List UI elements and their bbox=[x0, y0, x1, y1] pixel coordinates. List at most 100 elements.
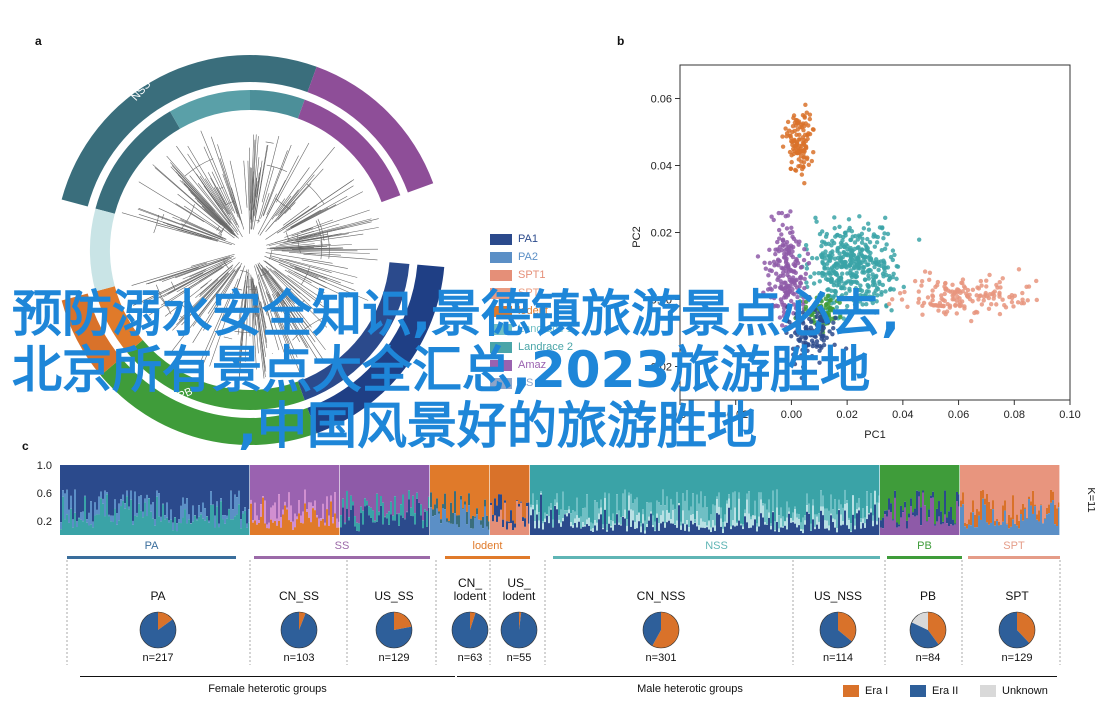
structure-bar-segment bbox=[392, 520, 394, 535]
structure-bar-segment bbox=[1034, 465, 1036, 505]
structure-bar-segment bbox=[390, 514, 392, 535]
structure-bar-segment bbox=[676, 527, 678, 535]
structure-bar-segment bbox=[312, 506, 314, 509]
structure-bar-segment bbox=[660, 505, 662, 516]
structure-bar-segment bbox=[998, 525, 1000, 535]
structure-bar-segment bbox=[602, 524, 604, 529]
structure-bar-segment bbox=[552, 465, 554, 520]
structure-bar-segment bbox=[710, 527, 712, 533]
structure-bar-segment bbox=[426, 526, 428, 535]
structure-bar-segment bbox=[902, 465, 904, 511]
structure-bar-segment bbox=[692, 493, 694, 515]
tree-branch bbox=[181, 223, 226, 241]
structure-bar-segment bbox=[670, 523, 672, 535]
pca-point-SS bbox=[792, 263, 798, 268]
structure-bar-segment bbox=[660, 515, 662, 524]
structure-bar-segment bbox=[604, 497, 606, 510]
structure-bar-segment bbox=[636, 497, 638, 516]
pca-point-NSS bbox=[895, 264, 901, 269]
pca-point-NSS bbox=[834, 305, 840, 310]
structure-bar-segment bbox=[196, 465, 198, 519]
structure-bar-segment bbox=[968, 519, 970, 525]
structure-bar-segment bbox=[1008, 528, 1010, 535]
structure-bar-segment bbox=[674, 508, 676, 525]
structure-bar-segment bbox=[136, 465, 138, 513]
structure-bar-segment bbox=[890, 503, 892, 513]
tree-branch-arc bbox=[297, 233, 301, 253]
structure-bar-segment bbox=[460, 499, 462, 535]
tree-branch bbox=[276, 292, 286, 305]
pca-point-NSS bbox=[819, 254, 825, 260]
structure-bar-segment bbox=[1056, 526, 1058, 535]
structure-bar-segment bbox=[490, 465, 492, 503]
structure-bar-segment bbox=[318, 465, 320, 519]
structure-bar-segment bbox=[754, 519, 756, 535]
structure-bar-segment bbox=[938, 516, 940, 535]
pca-point-PB bbox=[819, 299, 824, 304]
structure-bar-segment bbox=[274, 521, 276, 535]
structure-bar-segment bbox=[632, 465, 634, 504]
structure-bar-segment bbox=[740, 524, 742, 526]
pca-point-NSS bbox=[851, 298, 856, 303]
structure-bar-segment bbox=[300, 465, 302, 516]
structure-bar-segment bbox=[174, 517, 176, 535]
pca-point-lodent bbox=[796, 150, 802, 156]
structure-bar-segment bbox=[952, 465, 954, 520]
structure-bar-segment bbox=[644, 520, 646, 531]
structure-bar-segment bbox=[720, 518, 722, 527]
pca-point-NSS bbox=[831, 280, 837, 285]
tree-branch bbox=[260, 193, 270, 219]
structure-bar-segment bbox=[160, 516, 162, 522]
legend-swatch bbox=[490, 305, 512, 317]
tree-branch bbox=[192, 269, 236, 327]
pca-point-SS bbox=[782, 280, 787, 285]
tree-branch bbox=[211, 171, 240, 228]
structure-bar-segment bbox=[450, 523, 452, 535]
structure-bar-segment bbox=[426, 465, 428, 511]
structure-bar-segment bbox=[738, 492, 740, 499]
structure-bar-segment bbox=[682, 510, 684, 524]
structure-bar-segment bbox=[202, 465, 204, 503]
structure-bar-segment bbox=[1030, 505, 1032, 535]
structure-bar-segment bbox=[280, 516, 282, 528]
structure-bar-segment bbox=[700, 491, 702, 519]
structure-bar-segment bbox=[698, 503, 700, 526]
tree-branch-arc bbox=[234, 271, 237, 273]
structure-bar-segment bbox=[1034, 504, 1036, 507]
structure-bar-segment bbox=[858, 498, 860, 508]
structure-bar-segment bbox=[572, 527, 574, 535]
pca-point-NSS bbox=[835, 262, 841, 267]
pca-point-PA bbox=[794, 315, 799, 320]
pca-point-SS bbox=[777, 285, 783, 290]
structure-bar-segment bbox=[652, 515, 654, 526]
pca-point-SS bbox=[806, 261, 812, 266]
pca-point-PA bbox=[799, 353, 804, 358]
structure-bar-segment bbox=[320, 518, 322, 521]
tree-branch-arc bbox=[285, 232, 290, 241]
structure-bar-segment bbox=[306, 465, 308, 510]
structure-bar-segment bbox=[462, 465, 464, 509]
structure-bar-segment bbox=[622, 516, 624, 517]
structure-bar-segment bbox=[1036, 514, 1038, 520]
structure-bar-segment bbox=[76, 465, 78, 522]
tree-branch bbox=[258, 281, 268, 316]
structure-bar-segment bbox=[944, 514, 946, 535]
structure-bar-segment bbox=[614, 524, 616, 535]
structure-bar-segment bbox=[382, 465, 384, 503]
structure-bar-segment bbox=[80, 465, 82, 513]
structure-bar-segment bbox=[1006, 523, 1008, 525]
tree-branch-arc bbox=[320, 240, 322, 260]
structure-bar-segment bbox=[900, 517, 902, 535]
structure-bar-segment bbox=[734, 465, 736, 492]
structure-bar-segment bbox=[176, 465, 178, 524]
structure-bar-segment bbox=[1046, 507, 1048, 515]
structure-bar-segment bbox=[608, 465, 610, 494]
structure-bar-segment bbox=[460, 495, 462, 500]
structure-bar-segment bbox=[146, 465, 148, 495]
pca-point-SS bbox=[790, 229, 795, 235]
pca-point-NSS bbox=[868, 297, 874, 303]
structure-bar-segment bbox=[500, 465, 502, 495]
structure-bar-segment bbox=[706, 465, 708, 508]
pie-slice bbox=[500, 612, 537, 648]
pca-point-NSS bbox=[812, 271, 817, 276]
